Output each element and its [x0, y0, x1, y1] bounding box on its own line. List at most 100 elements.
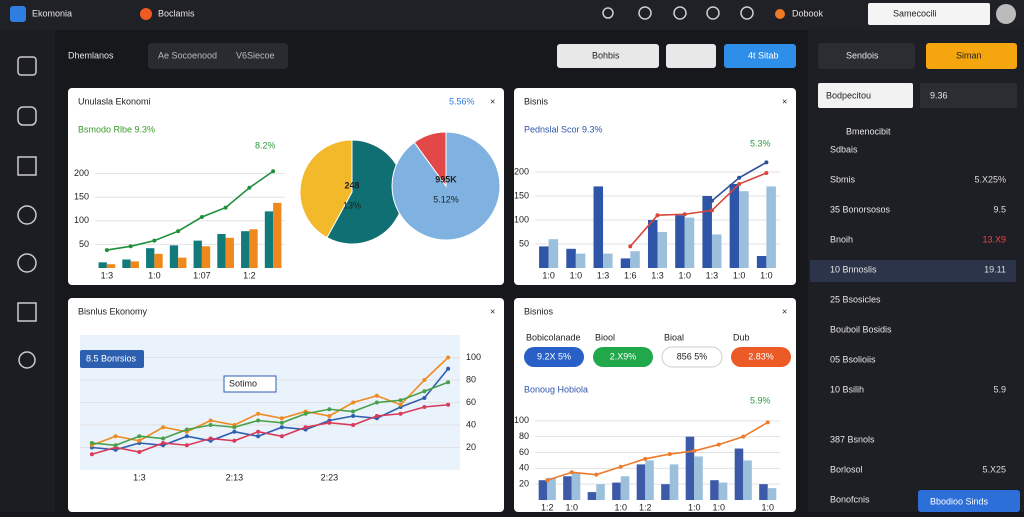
- list-label[interactable]: Bouboil Bosidis: [830, 324, 892, 334]
- button[interactable]: [926, 43, 1017, 69]
- icon[interactable]: [706, 6, 720, 20]
- point: [351, 409, 356, 414]
- point: [398, 411, 403, 416]
- callout-text: Sotimo: [229, 378, 257, 388]
- bar: [106, 264, 116, 268]
- subtitle: Bonoug Hobiola: [524, 384, 588, 394]
- bar: [201, 246, 211, 268]
- point: [113, 434, 118, 439]
- x-tick-label: 1:2: [243, 270, 256, 280]
- point: [398, 398, 403, 403]
- y-tick-label: 20: [466, 442, 476, 452]
- bar: [241, 231, 250, 268]
- point: [232, 425, 237, 430]
- pill: [524, 347, 584, 367]
- bar: [217, 234, 226, 268]
- nav-icon[interactable]: [18, 351, 36, 369]
- nav-icon[interactable]: [17, 156, 37, 176]
- nav-icon[interactable]: [17, 205, 37, 225]
- pie-sub: 5.12%: [433, 194, 459, 204]
- close: ×: [490, 96, 495, 106]
- bar: [193, 240, 202, 268]
- line: [547, 421, 769, 481]
- list-label[interactable]: Sdbais: [830, 144, 858, 154]
- point: [422, 378, 427, 382]
- floating-button[interactable]: [918, 490, 1020, 512]
- bar: [675, 215, 685, 268]
- close: ×: [782, 96, 787, 106]
- point: [89, 452, 94, 457]
- line: [106, 170, 274, 251]
- list-row-selected[interactable]: [810, 260, 1016, 282]
- nav-icon[interactable]: [17, 253, 37, 273]
- x-tick-label: 1:3: [597, 270, 610, 280]
- nav-icon[interactable]: [17, 302, 37, 322]
- input[interactable]: [818, 83, 913, 108]
- x-tick-label: 1:3: [651, 270, 664, 280]
- search-icon[interactable]: [602, 7, 614, 19]
- list-value: 19.11: [984, 264, 1006, 274]
- list-label[interactable]: 10 Bnnoslis: [830, 264, 877, 274]
- input[interactable]: [920, 83, 1017, 108]
- button[interactable]: [724, 44, 796, 68]
- panel-title: Bisnis: [524, 96, 549, 106]
- bar: [759, 484, 768, 500]
- list-label[interactable]: 10 Bsilih: [830, 384, 864, 394]
- list-label[interactable]: Sbmis: [830, 174, 856, 184]
- x-tick-label: 1:3: [133, 472, 146, 482]
- point: [279, 420, 284, 425]
- icon[interactable]: [673, 6, 687, 20]
- bar: [264, 211, 274, 268]
- button[interactable]: [557, 44, 659, 68]
- list-label[interactable]: 25 Bsosicles: [830, 294, 881, 304]
- list-label[interactable]: 05 Bsolioiis: [830, 354, 876, 364]
- list-label[interactable]: Bonofcnis: [830, 494, 870, 504]
- x-tick-label: 1:0: [148, 270, 161, 280]
- brand: Ekomonia: [32, 8, 72, 18]
- tab[interactable]: Boclamis: [158, 8, 195, 18]
- point: [398, 402, 403, 407]
- list-label[interactable]: 35 Bonorsosos: [830, 204, 891, 214]
- bar: [249, 229, 258, 268]
- x-tick-label: 1:6: [624, 270, 637, 280]
- search-field[interactable]: [148, 43, 288, 69]
- line: [629, 172, 767, 247]
- point: [279, 434, 284, 439]
- button-label: 4t Sitab: [748, 50, 779, 60]
- point: [628, 244, 633, 249]
- bar: [620, 476, 630, 500]
- point: [104, 248, 109, 253]
- point: [764, 170, 769, 175]
- point: [351, 414, 356, 418]
- button[interactable]: [666, 44, 716, 68]
- list-label[interactable]: Borlosol: [830, 464, 863, 474]
- bar: [273, 202, 282, 268]
- x-tick-label: 2:13: [226, 472, 244, 482]
- y-tick-label: 100: [514, 214, 529, 224]
- nav-icon[interactable]: [17, 106, 37, 126]
- y-tick-label: 80: [466, 374, 476, 384]
- bar: [766, 186, 776, 268]
- point: [303, 411, 308, 416]
- point: [709, 208, 714, 213]
- point: [184, 434, 189, 439]
- bar: [596, 484, 605, 500]
- y-tick-label: 100: [466, 352, 481, 362]
- point: [184, 427, 189, 432]
- avatar[interactable]: [996, 4, 1016, 24]
- user-box[interactable]: [868, 3, 990, 25]
- point: [184, 443, 189, 448]
- point: [446, 355, 451, 360]
- nav-icon[interactable]: [17, 56, 37, 76]
- list-label[interactable]: Bnoih: [830, 234, 853, 244]
- bar: [636, 464, 646, 500]
- icon[interactable]: [740, 6, 754, 20]
- button[interactable]: [818, 43, 915, 69]
- point: [446, 402, 451, 407]
- nav-link[interactable]: Dobook: [792, 8, 824, 18]
- bar: [571, 473, 581, 500]
- list-label[interactable]: 387 Bsnols: [830, 434, 875, 444]
- point: [446, 380, 451, 385]
- pill-label: Bobicolanade: [526, 332, 581, 342]
- icon[interactable]: [638, 6, 652, 20]
